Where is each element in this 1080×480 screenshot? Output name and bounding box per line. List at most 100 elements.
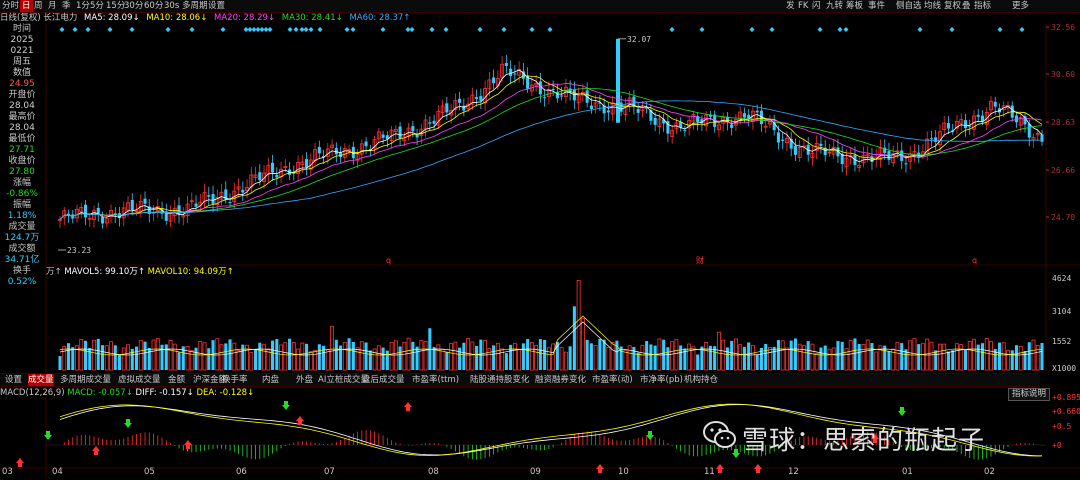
sell-arrow-icon bbox=[44, 431, 52, 440]
volume-bar bbox=[750, 344, 755, 371]
indicator-tab-12[interactable]: 陆股通持股变化 bbox=[470, 375, 530, 385]
volume-bar bbox=[738, 344, 743, 371]
signal-diamond-icon bbox=[247, 27, 253, 32]
indicator-tab-3[interactable]: 虚拟成交量 bbox=[118, 375, 161, 385]
ma20-line bbox=[59, 83, 1043, 220]
candle-body bbox=[819, 143, 823, 146]
volume-bar bbox=[653, 345, 657, 370]
month-label-11: 02 bbox=[984, 467, 995, 477]
period-tab-12[interactable]: 设置 bbox=[208, 1, 226, 11]
candle-body bbox=[241, 189, 245, 193]
indicator-tab-4[interactable]: 金额 bbox=[168, 375, 186, 385]
candle-body bbox=[657, 118, 662, 128]
volume-bar bbox=[708, 345, 712, 370]
indicator-tab-1[interactable]: 成交量 bbox=[28, 374, 54, 386]
candle-body bbox=[538, 81, 542, 95]
toolbar-right-10[interactable]: 指标 bbox=[974, 1, 992, 11]
toolbar-right-3[interactable]: 九转 bbox=[826, 1, 844, 11]
candle-body bbox=[708, 114, 712, 117]
indicator-tab-16[interactable]: 机构持仓 bbox=[684, 375, 719, 385]
candle-body bbox=[750, 110, 755, 122]
candle-body bbox=[687, 119, 692, 129]
volume-bar bbox=[79, 339, 84, 371]
volume-bar bbox=[92, 339, 96, 371]
volume-bar bbox=[266, 348, 271, 371]
period-tab-11[interactable]: 多周期 bbox=[182, 1, 208, 11]
volume-bar bbox=[806, 341, 810, 370]
period-tab-5[interactable]: 1分 bbox=[76, 1, 90, 11]
signal-diamond-icon bbox=[129, 27, 135, 32]
volume-bar bbox=[181, 346, 185, 370]
indicator-tab-10[interactable]: 盘后成交量 bbox=[362, 375, 405, 385]
volume-bar bbox=[317, 344, 321, 370]
signal-diamond-icon bbox=[344, 27, 350, 32]
volume-bar bbox=[1027, 342, 1031, 370]
volume-bar bbox=[912, 338, 917, 371]
toolbar-right-0[interactable]: 发 bbox=[786, 1, 795, 11]
indicator-tab-2[interactable]: 多周期成交量 bbox=[60, 375, 112, 385]
volume-axis-label-3: X1000 bbox=[1052, 364, 1076, 373]
toolbar-right-1[interactable]: FK bbox=[798, 1, 809, 11]
candle-body bbox=[1001, 105, 1006, 110]
candle-body bbox=[58, 219, 62, 221]
indicator-tab-7[interactable]: 内盘 bbox=[262, 375, 280, 385]
volume-bar bbox=[258, 342, 262, 370]
period-tab-8[interactable]: 30分 bbox=[124, 1, 144, 11]
ma10-line bbox=[59, 75, 1043, 220]
toolbar-right-8[interactable]: 复权 bbox=[944, 1, 962, 11]
indicator-help-button[interactable]: 指标说明 bbox=[1008, 388, 1050, 401]
indicator-tab-5[interactable]: 沪深金额 bbox=[193, 375, 228, 385]
volume-bar bbox=[254, 348, 258, 370]
volume-bar bbox=[725, 347, 729, 370]
indicator-tab-bar: 设置 成交量 多周期成交量 虚拟成交量 金额 沪深金额 换手率 内盘 外盘 AI立桩成交量 盘后成交… bbox=[0, 373, 1040, 387]
indicator-tab-11[interactable]: 市盈率(ttm) bbox=[412, 375, 460, 385]
indicator-tab-13[interactable]: 融资融券变化 bbox=[535, 375, 587, 385]
volume-bar bbox=[623, 349, 628, 371]
candle-body bbox=[861, 154, 866, 164]
toolbar-right-5[interactable]: 事件 bbox=[868, 1, 886, 11]
period-tab-9[interactable]: 60分 bbox=[144, 1, 164, 11]
toolbar-right-9[interactable]: 叠 bbox=[962, 1, 971, 11]
spike-candle bbox=[616, 38, 620, 123]
volume-bar bbox=[627, 345, 632, 371]
volume-bar bbox=[177, 352, 181, 370]
volume-bar bbox=[865, 339, 870, 371]
toolbar-right-7[interactable]: 均线 bbox=[924, 1, 942, 11]
volume-bar bbox=[147, 347, 151, 370]
period-tab-2[interactable]: 周 bbox=[34, 1, 43, 11]
candle-body bbox=[857, 165, 862, 168]
toolbar-right-11[interactable]: 更多 bbox=[1012, 1, 1030, 11]
period-tab-10[interactable]: 30s bbox=[164, 1, 180, 11]
indicator-tab-14[interactable]: 市盈率(动) bbox=[592, 375, 633, 385]
price-axis-label-4: 24.70 bbox=[1051, 213, 1075, 222]
volume-bar bbox=[776, 340, 780, 370]
buy-arrow-icon bbox=[92, 446, 100, 455]
toolbar-right-4[interactable]: 筹板 bbox=[846, 1, 864, 11]
volume-bar bbox=[925, 338, 930, 371]
period-tab-3[interactable]: 月 bbox=[48, 1, 57, 11]
period-tab-0[interactable]: 分时 bbox=[2, 1, 20, 11]
volume-bar bbox=[364, 342, 368, 370]
volume-bar bbox=[411, 341, 415, 370]
signal-diamond-icon bbox=[293, 27, 299, 32]
diff-value: DIFF: -0.157↓ bbox=[135, 388, 194, 398]
toolbar-right-2[interactable]: 闪 bbox=[812, 1, 821, 11]
period-tab-4[interactable]: 季 bbox=[62, 1, 71, 11]
period-tab-7[interactable]: 15分 bbox=[106, 1, 126, 11]
period-tab-1[interactable]: 日 bbox=[20, 0, 33, 12]
volume-bar bbox=[900, 343, 904, 370]
indicator-tab-0[interactable]: 设置 bbox=[5, 375, 23, 385]
volume-bar bbox=[509, 344, 513, 370]
info-row-1: 2025 bbox=[10, 35, 34, 45]
toolbar-right-6[interactable]: 侧自选 bbox=[896, 1, 922, 11]
candle-body bbox=[955, 121, 959, 129]
volume-bar bbox=[475, 345, 479, 370]
candle-body bbox=[126, 202, 130, 211]
indicator-tab-8[interactable]: 外盘 bbox=[296, 375, 314, 385]
indicator-tab-6[interactable]: 换手率 bbox=[222, 375, 248, 385]
indicator-tab-9[interactable]: AI立桩成交量 bbox=[318, 375, 369, 385]
indicator-tab-15[interactable]: 市净率(pb) bbox=[640, 375, 683, 385]
candle-body bbox=[462, 105, 466, 111]
period-tab-6[interactable]: 5分 bbox=[90, 1, 104, 11]
